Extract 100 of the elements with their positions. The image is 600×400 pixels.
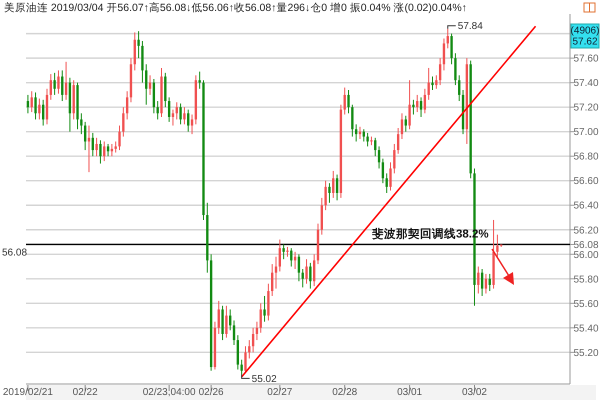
candlestick [332, 170, 334, 198]
candlestick [435, 74, 438, 90]
candlestick [26, 94, 30, 114]
y-tick-label: 55.80 [573, 274, 599, 286]
candlestick [260, 302, 262, 334]
text: (4906) [570, 26, 600, 36]
candlestick [168, 96, 170, 122]
candlestick [428, 67, 430, 100]
candlestick [344, 87, 346, 116]
candlestick [496, 234, 499, 258]
candlestick [271, 264, 274, 296]
candlestick [38, 98, 41, 120]
y-tick-label: 56.40 [573, 200, 599, 212]
candlestick [145, 64, 148, 106]
candlestick [110, 143, 114, 157]
y-tick-label: 56.20 [573, 225, 599, 236]
candlestick [218, 300, 220, 334]
x-tick-label: 03/01 [397, 387, 423, 398]
candlestick [396, 128, 400, 154]
candlestick [374, 137, 376, 157]
x-tick-label: 2019/02/21 [2, 387, 54, 398]
candlestick [302, 268, 304, 288]
candlestick [176, 102, 178, 120]
candlestick [382, 158, 384, 184]
y-tick-label: 56.00 [573, 250, 599, 261]
candlestick [386, 172, 388, 194]
candlestick [248, 340, 250, 359]
annotation: 57.84 [458, 21, 484, 32]
candlestick [92, 132, 94, 157]
candlestick [294, 251, 296, 270]
candlestick [122, 106, 125, 138]
x-tick-label: 02/27 [267, 387, 293, 398]
candlestick [256, 321, 258, 341]
candlestick [298, 254, 300, 282]
y-tick-label: 55.60 [573, 298, 599, 310]
candlestick [324, 180, 327, 211]
y-tick-label: 55.20 [573, 348, 599, 359]
candlestick [137, 30, 140, 59]
candlestick [404, 115, 407, 132]
candlestick [252, 327, 254, 353]
x-tick-label: 02/28 [332, 387, 358, 398]
candlestick [412, 99, 415, 116]
annotation: 55.02 [252, 374, 278, 385]
candlestick [450, 33, 453, 65]
candlestick [148, 74, 152, 96]
text: 57.62 [572, 36, 598, 48]
y-tick-label: 57.20 [573, 102, 599, 114]
candlestick [198, 71, 201, 90]
candlestick [84, 121, 86, 151]
ref-line-label: 56.08 [2, 247, 28, 258]
candlestick [354, 124, 358, 142]
candlestick [64, 61, 68, 100]
y-tick-label: 56.60 [573, 176, 599, 188]
candlestick [286, 246, 289, 258]
candlestick [229, 308, 232, 331]
candlestick [458, 74, 460, 102]
candlestick [362, 128, 365, 142]
x-tick-label: 02/26 [198, 387, 224, 398]
candlestick [179, 102, 182, 125]
candlestick [480, 268, 484, 296]
candlestick [312, 254, 316, 287]
candlestick [30, 90, 33, 113]
candlestick [366, 132, 369, 147]
candlestick [95, 137, 98, 157]
candlestick [187, 109, 190, 132]
candlestick [156, 100, 159, 120]
candlestick [240, 359, 243, 375]
candlestick [61, 70, 64, 102]
y-tick-label: 55.40 [573, 323, 599, 334]
candlestick [282, 244, 285, 260]
candlestick [50, 74, 52, 100]
candlestick [42, 99, 44, 126]
candlestick [290, 248, 292, 268]
y-tick-label: 57.60 [573, 54, 599, 65]
candlestick [488, 273, 491, 292]
candlestick [53, 72, 56, 96]
candlestick [225, 305, 228, 338]
candlestick [114, 140, 117, 154]
candlestick [424, 88, 426, 114]
candlestick [408, 80, 411, 130]
y-tick-label: 56.80 [573, 152, 599, 163]
candlestick [126, 90, 128, 120]
candlestick [278, 239, 282, 272]
candlestick [351, 104, 354, 138]
candlestick [477, 266, 480, 294]
candlestick [438, 58, 442, 86]
candlestick [446, 28, 449, 49]
candlestick [336, 174, 338, 201]
candlestick [454, 52, 457, 86]
x-tick-label: 02/23,04:00 [142, 387, 196, 398]
x-tick-label: 03/02 [462, 387, 488, 398]
candlestick [103, 140, 106, 162]
y-tick-label: 57.00 [573, 127, 599, 138]
candlestick [99, 140, 102, 164]
candlestick [80, 112, 83, 135]
candlestick [183, 106, 186, 125]
y-tick-label: 56.08 [573, 240, 599, 251]
candlestick [393, 143, 396, 174]
chart-title: 美原油连 2019/03/04 开56.07↑高56.08↓低56.06↑收56.08↑量296↓仓0 增0 振0.04% 涨(0.02)0.04%↑ [4, 1, 467, 14]
candlestick [309, 262, 312, 290]
